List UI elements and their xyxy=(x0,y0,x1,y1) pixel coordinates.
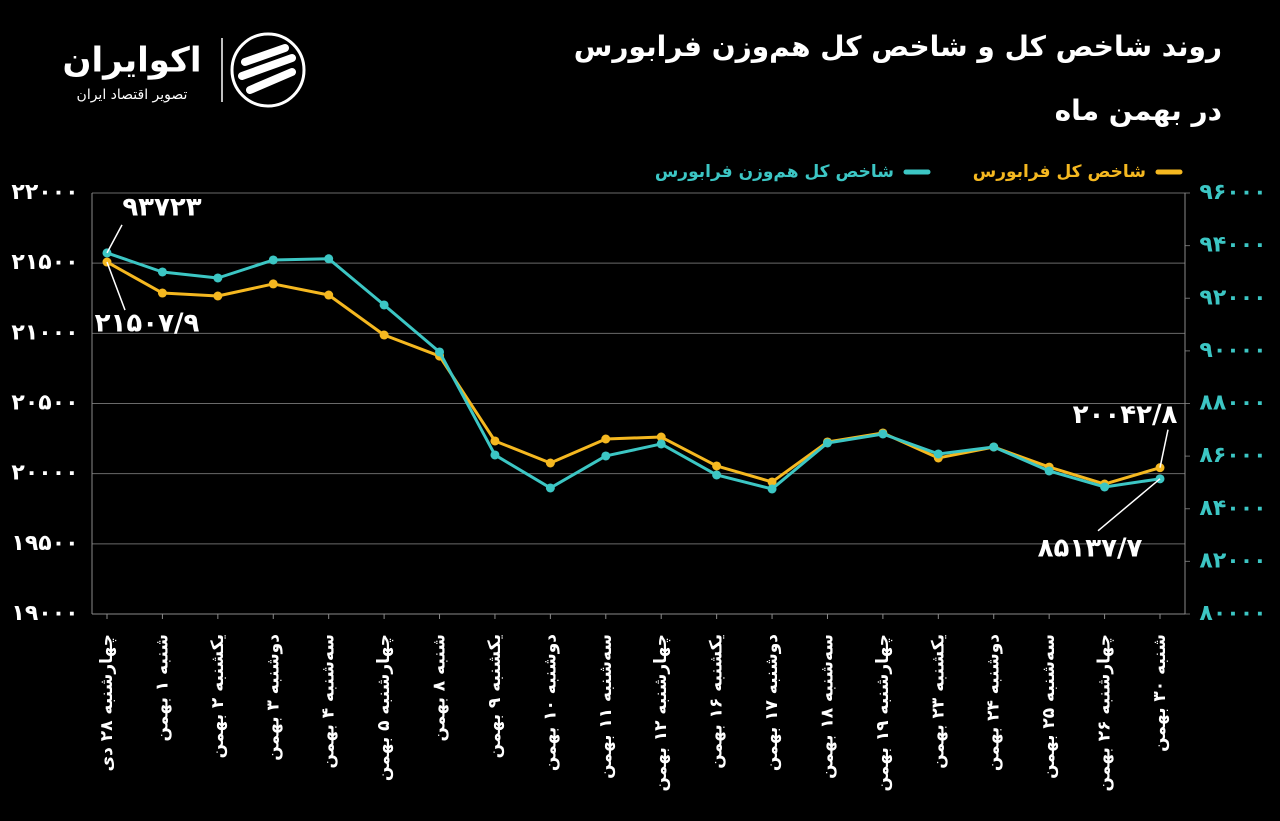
data-point xyxy=(490,450,500,460)
data-point xyxy=(157,288,167,298)
x-tick-label: سه‌شنبه ۱۸ بهمن xyxy=(817,634,837,779)
data-point xyxy=(213,291,223,301)
data-point xyxy=(1100,482,1110,492)
data-point xyxy=(379,330,389,340)
logo: اکوایران تصویر اقتصاد ایران xyxy=(63,32,306,108)
y2-tick-label: ۸۲۰۰۰ xyxy=(1199,548,1266,573)
data-point xyxy=(1044,466,1054,476)
data-point xyxy=(767,484,777,494)
x-tick-label: دوشنبه ۳ بهمن xyxy=(263,634,283,761)
data-point xyxy=(545,458,555,468)
legend-label: شاخص کل هم‌وزن فرابورس xyxy=(655,162,894,182)
data-point xyxy=(324,254,334,264)
x-tick-label: چهارشنبه ۵ بهمن xyxy=(374,634,394,781)
data-point xyxy=(767,477,777,487)
data-point xyxy=(601,451,611,461)
value-label: ۲۱۵۰۷/۹ xyxy=(95,309,200,339)
x-tick-label: شنبه ۸ بهمن xyxy=(430,634,450,741)
y-tick-label: ۲۰۰۰۰ xyxy=(11,461,78,486)
data-point xyxy=(989,442,999,452)
data-point xyxy=(435,347,445,357)
data-point xyxy=(490,436,500,446)
data-point xyxy=(268,279,278,289)
data-point xyxy=(213,273,223,283)
value-label-leader xyxy=(1097,478,1161,532)
data-point xyxy=(656,432,666,442)
y2-tick-label: ۹۶۰۰۰ xyxy=(1199,180,1266,205)
value-label-leader xyxy=(106,224,123,254)
y-tick-label: ۱۹۰۰۰ xyxy=(11,601,78,626)
data-point xyxy=(157,267,167,277)
logo-tagline: تصویر اقتصاد ایران xyxy=(77,87,188,103)
x-tick-label: یکشنبه ۹ بهمن xyxy=(485,634,505,758)
chart-title: روند شاخص کل و شاخص کل هم‌وزن فرابورس xyxy=(574,30,1222,63)
y-tick-label: ۲۲۰۰۰ xyxy=(11,180,78,205)
y2-tick-label: ۹۲۰۰۰ xyxy=(1199,285,1266,310)
y2-tick-label: ۸۸۰۰۰ xyxy=(1199,391,1266,416)
data-point xyxy=(324,290,334,300)
y-tick-label: ۲۰۵۰۰ xyxy=(11,391,78,416)
x-tick-label: سه‌شنبه ۱۱ بهمن xyxy=(596,634,616,779)
value-label-leader xyxy=(1159,429,1169,468)
data-point xyxy=(712,461,722,471)
x-tick-label: چهارشنبه ۲۶ بهمن xyxy=(1095,634,1115,791)
logo-icon xyxy=(238,44,296,94)
data-point xyxy=(878,429,888,439)
y2-tick-label: ۸۰۰۰۰ xyxy=(1199,601,1266,626)
data-point xyxy=(102,248,112,258)
y-tick-label: ۲۱۰۰۰ xyxy=(11,320,78,345)
y-tick-label: ۱۹۵۰۰ xyxy=(11,531,78,556)
x-tick-label: یکشنبه ۱۶ بهمن xyxy=(707,634,727,769)
y2-tick-label: ۹۴۰۰۰ xyxy=(1199,233,1266,258)
data-point xyxy=(933,449,943,459)
series-line xyxy=(106,251,1161,491)
y2-tick-label: ۸۴۰۰۰ xyxy=(1199,496,1266,521)
y-tick-label: ۲۱۵۰۰ xyxy=(11,250,78,275)
x-tick-label: چهارشنبه ۱۹ بهمن xyxy=(873,634,893,791)
data-point xyxy=(268,255,278,265)
legend-label: شاخص کل فرابورس xyxy=(973,162,1146,182)
x-tick-label: یکشنبه ۲۳ بهمن xyxy=(928,634,948,769)
logo-name: اکوایران xyxy=(63,41,202,81)
x-tick-label: سه‌شنبه ۲۵ بهمن xyxy=(1039,634,1059,779)
value-label: ۲۰۰۴۲/۸ xyxy=(1073,400,1178,430)
data-point xyxy=(822,438,832,448)
value-label: ۹۳۷۲۳ xyxy=(122,192,201,222)
x-tick-label: دوشنبه ۱۷ بهمن xyxy=(762,634,782,771)
x-tick-label: دوشنبه ۲۴ بهمن xyxy=(984,634,1004,771)
data-point xyxy=(545,483,555,493)
chart-title: در بهمن ماه xyxy=(1055,94,1222,127)
value-label: ۸۵۱۳۷/۷ xyxy=(1038,533,1143,563)
y2-tick-label: ۸۶۰۰۰ xyxy=(1199,443,1266,468)
x-tick-label: شنبه ۱ بهمن xyxy=(152,634,172,741)
data-point xyxy=(601,434,611,444)
y2-tick-label: ۹۰۰۰۰ xyxy=(1199,338,1266,363)
x-tick-label: دوشنبه ۱۰ بهمن xyxy=(540,634,560,771)
x-tick-label: چهارشنبه ۱۲ بهمن xyxy=(651,634,671,791)
x-tick-label: چهارشنبه ۲۸ دی xyxy=(97,634,117,771)
value-label-leader xyxy=(106,261,126,311)
data-point xyxy=(379,300,389,310)
data-point xyxy=(656,439,666,449)
x-tick-label: یکشنبه ۲ بهمن xyxy=(208,634,228,758)
x-tick-label: سه‌شنبه ۴ بهمن xyxy=(319,634,339,768)
x-tick-label: شنبه ۳۰ بهمن xyxy=(1150,634,1170,752)
data-point xyxy=(712,470,722,480)
logo-ring xyxy=(230,32,306,108)
